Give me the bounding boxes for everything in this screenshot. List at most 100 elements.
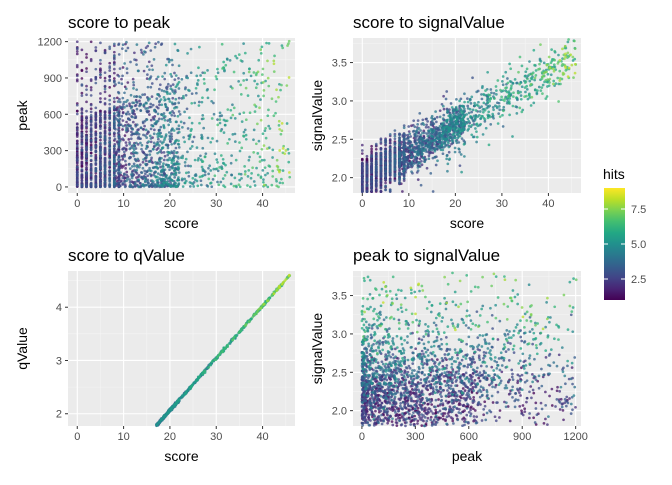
data-point — [145, 147, 148, 150]
data-point — [459, 164, 462, 167]
data-point — [113, 135, 116, 138]
data-point — [94, 46, 97, 49]
data-point — [398, 139, 401, 142]
data-point — [206, 89, 209, 92]
data-point — [174, 182, 177, 185]
data-point — [90, 94, 93, 97]
data-point — [118, 178, 121, 181]
data-point — [239, 150, 242, 153]
data-point — [266, 114, 269, 117]
data-point — [366, 165, 369, 168]
data-point — [134, 104, 137, 107]
data-point — [461, 118, 464, 121]
data-point — [108, 176, 111, 179]
data-point — [135, 176, 138, 179]
data-point — [448, 151, 451, 154]
data-point — [515, 112, 518, 115]
data-point — [148, 113, 151, 116]
data-point — [167, 124, 170, 127]
data-point — [117, 128, 120, 131]
data-point — [135, 63, 138, 66]
data-point — [150, 157, 153, 160]
y-tick-label: 600 — [44, 109, 62, 121]
data-point — [445, 157, 448, 160]
data-point — [433, 129, 436, 132]
data-point — [108, 184, 111, 187]
data-point — [469, 115, 472, 118]
data-point — [139, 182, 142, 185]
data-point — [184, 88, 187, 91]
data-point — [128, 163, 131, 166]
data-point — [85, 56, 88, 59]
data-point — [123, 62, 126, 65]
panel-title: score to peak — [68, 13, 171, 32]
data-point — [380, 163, 383, 166]
data-point — [410, 144, 413, 147]
data-point — [434, 156, 437, 159]
data-point — [191, 145, 194, 148]
data-point — [138, 174, 141, 177]
data-point — [380, 186, 383, 189]
data-point — [128, 157, 131, 160]
data-point — [521, 85, 524, 88]
data-point — [81, 168, 84, 171]
data-point — [76, 140, 79, 143]
data-point — [149, 103, 152, 106]
data-point — [183, 141, 186, 144]
data-point — [492, 108, 495, 111]
data-point — [447, 140, 450, 143]
data-point — [535, 74, 538, 77]
data-point — [501, 114, 504, 117]
data-point — [190, 182, 193, 185]
data-point — [455, 129, 458, 132]
data-point — [463, 92, 466, 95]
data-point — [108, 147, 111, 150]
data-point — [254, 184, 257, 187]
data-point — [207, 96, 210, 99]
data-point — [161, 142, 164, 145]
data-point — [512, 91, 515, 94]
data-point — [76, 78, 79, 81]
data-point — [238, 141, 241, 144]
data-point — [201, 166, 204, 169]
data-point — [126, 105, 129, 108]
data-point — [76, 110, 79, 113]
data-point — [245, 138, 248, 141]
data-point — [175, 147, 178, 150]
data-point — [457, 137, 460, 140]
data-point — [129, 167, 132, 170]
data-point — [468, 112, 471, 115]
data-point — [157, 107, 160, 110]
data-point — [133, 58, 136, 61]
data-point — [271, 97, 274, 100]
data-point — [262, 132, 265, 135]
data-point — [403, 126, 406, 129]
data-point — [108, 163, 111, 166]
data-point — [548, 78, 551, 81]
data-point — [123, 106, 126, 109]
data-point — [229, 109, 232, 112]
data-point — [146, 174, 149, 177]
data-point — [553, 50, 556, 53]
data-point — [389, 179, 392, 182]
data-point — [264, 166, 267, 169]
data-point — [81, 94, 84, 97]
data-point — [394, 135, 397, 138]
data-point — [404, 158, 407, 161]
data-point — [94, 170, 97, 173]
data-point — [247, 94, 250, 97]
data-point — [168, 61, 171, 64]
data-point — [425, 126, 428, 129]
data-point — [435, 136, 438, 139]
data-point — [169, 140, 172, 143]
data-point — [411, 148, 414, 151]
data-point — [261, 169, 264, 172]
data-point — [160, 42, 163, 45]
data-point — [94, 134, 97, 137]
data-point — [256, 83, 259, 86]
data-point — [104, 91, 107, 94]
data-point — [446, 162, 449, 165]
data-point — [485, 127, 488, 130]
data-point — [108, 141, 111, 144]
